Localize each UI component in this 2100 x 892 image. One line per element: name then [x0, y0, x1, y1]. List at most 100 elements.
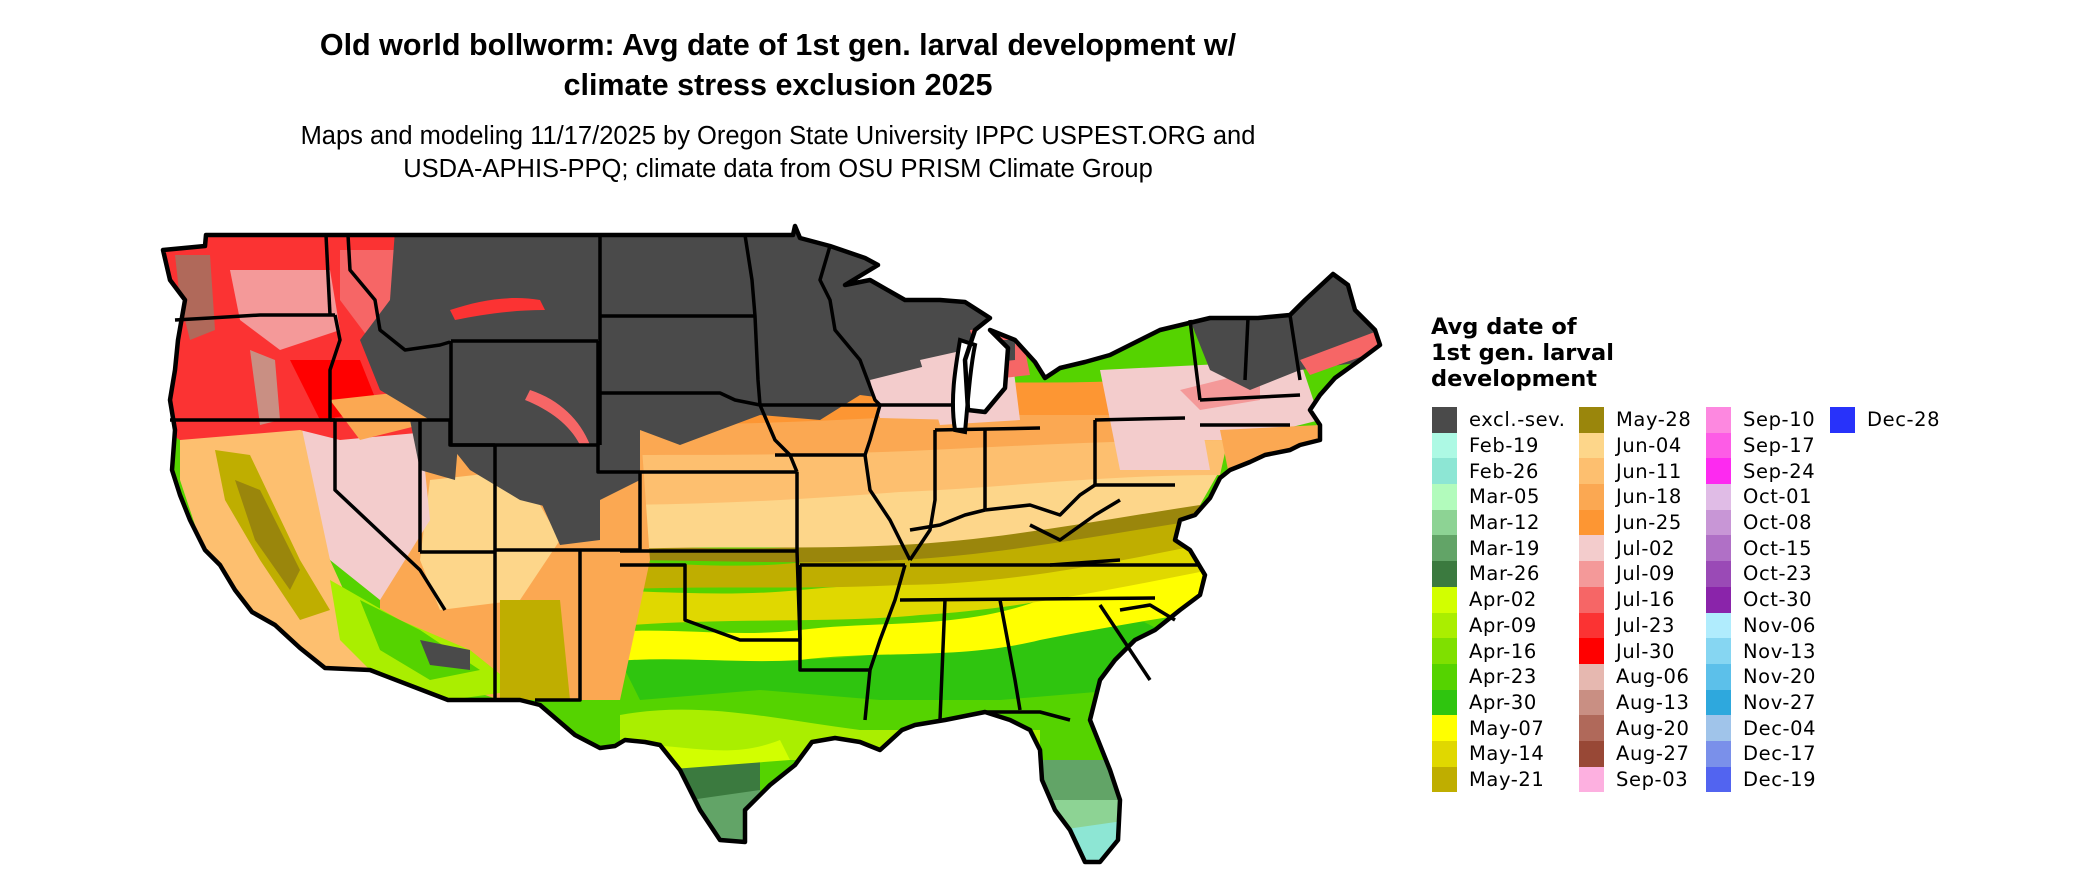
subtitle-line-1: Maps and modeling 11/17/2025 by Oregon S…: [300, 122, 1256, 150]
zone-apr02-texas: [640, 740, 790, 770]
border-nh-me: [1288, 314, 1302, 381]
title-line-1: Old world bollworm: Avg date of 1st gen.…: [319, 28, 1237, 62]
legend-label: Dec-28: [1867, 408, 1941, 432]
legend-swatch: [1432, 689, 1457, 716]
legend-swatch: [1579, 509, 1604, 536]
legend-label: Sep-17: [1743, 434, 1816, 458]
legend-label: Jun-18: [1616, 485, 1682, 509]
border-mo-il: [863, 454, 912, 561]
legend-item: Oct-23: [1706, 561, 1830, 587]
border-oh-mi: [934, 426, 1041, 432]
legend-label: Apr-02: [1469, 588, 1537, 612]
title-line-2: climate stress exclusion 2025: [563, 68, 993, 102]
border-nm-tx: [535, 550, 582, 702]
legend-item: Feb-26: [1432, 458, 1579, 485]
border-il-in: [908, 430, 937, 561]
lake-michigan: [950, 337, 978, 435]
zone-excl-utah: [410, 420, 460, 480]
legend-item: Jul-16: [1579, 586, 1706, 613]
border-or-id: [328, 314, 342, 420]
legend-swatch: [1706, 509, 1731, 536]
legend-swatch: [1579, 458, 1604, 485]
border-vt-nh: [1243, 317, 1250, 381]
legend-swatch: [1706, 689, 1731, 716]
zone-jun11-band: [560, 430, 1230, 505]
border-co-ne: [596, 445, 797, 474]
legend-label: Oct-23: [1743, 562, 1813, 586]
legend-item: Aug-20: [1579, 715, 1706, 741]
legend-swatch: [1579, 484, 1604, 510]
legend-swatch: [1706, 766, 1731, 793]
legend-label: Nov-06: [1743, 613, 1816, 637]
border-al-ga: [998, 599, 1022, 711]
legend-label: Mar-05: [1469, 485, 1540, 509]
legend-swatch: [1830, 407, 1855, 433]
legend-item: Sep-10: [1706, 407, 1830, 433]
legend-label: Aug-27: [1616, 742, 1690, 766]
legend-item: Aug-13: [1579, 689, 1706, 716]
legend-column: Dec-28: [1830, 407, 1940, 792]
legend-column: May-28 Jun-04 Jun-11 Jun-18 Jun-25 Jul-02 Jul-…: [1579, 407, 1706, 793]
legend-item: May-28: [1579, 407, 1706, 433]
map-subtitle: Maps and modeling 11/17/2025 by Oregon S…: [228, 120, 1328, 186]
legend-item: Dec-04: [1706, 715, 1830, 741]
legend-item: Dec-19: [1706, 766, 1830, 793]
legend-swatch: [1579, 740, 1604, 767]
legend-label: Nov-20: [1743, 665, 1816, 689]
legend-swatch: [1432, 484, 1457, 510]
legend-item: Sep-24: [1706, 458, 1830, 485]
zone-may14-band: [500, 540, 1210, 640]
legend-title: Avg date of 1st gen. larval development: [1431, 314, 1614, 392]
border-sd-ne: [600, 391, 761, 407]
legend-label: Oct-30: [1743, 588, 1813, 612]
legend-label: Jul-30: [1616, 639, 1675, 663]
border-ar-la: [798, 640, 870, 672]
legend-item: Feb-19: [1432, 432, 1579, 459]
legend-label: Feb-19: [1469, 434, 1539, 458]
zone-jun04-band: [500, 470, 1220, 552]
border-ia-il: [863, 404, 882, 456]
border-ok-panhandle: [620, 563, 800, 642]
legend-swatch: [1432, 561, 1457, 587]
legend-item: Apr-02: [1432, 586, 1579, 613]
legend-item: Jul-30: [1579, 638, 1706, 664]
legend-swatch: [1432, 407, 1457, 433]
border-mn-wi: [818, 245, 882, 407]
legend-label: Oct-15: [1743, 536, 1813, 560]
legend-swatch: [1432, 715, 1457, 741]
legend-swatch: [1706, 612, 1731, 639]
legend-label: May-28: [1616, 408, 1692, 432]
border-ga-sc: [1098, 604, 1152, 681]
border-wa-or: [174, 313, 335, 322]
border-tn-south: [899, 596, 1156, 602]
legend-label: excl.-sev.: [1469, 408, 1566, 432]
border-pa-ny: [1094, 416, 1186, 422]
legend-swatch: [1432, 766, 1457, 793]
border-ne-ia: [758, 404, 799, 473]
legend-swatch: [1432, 663, 1457, 690]
legend-item: Nov-27: [1706, 689, 1830, 716]
legend-swatch: [1706, 586, 1731, 613]
legend-item: May-07: [1432, 715, 1579, 741]
legend-item: Oct-30: [1706, 586, 1830, 613]
legend-swatch: [1432, 432, 1457, 459]
legend-label: May-07: [1469, 716, 1545, 740]
border-ar-ms: [863, 564, 907, 721]
border-ca-nv: [333, 420, 447, 611]
legend-swatch: [1579, 535, 1604, 562]
legend-item: Jul-02: [1579, 535, 1706, 562]
zone-west-jun04: [420, 470, 560, 610]
legend-item: Dec-17: [1706, 740, 1830, 767]
legend-label: Dec-19: [1743, 767, 1817, 791]
legend-swatch: [1579, 689, 1604, 716]
zone-pa-pink: [1110, 415, 1210, 470]
legend-swatch: [1579, 407, 1604, 433]
zone-ne-excl: [1190, 260, 1380, 390]
legend-label: Oct-08: [1743, 511, 1813, 535]
legend-item: Mar-19: [1432, 535, 1579, 562]
lake-superior-notch: [880, 270, 960, 300]
zone-may28-band: [500, 500, 1200, 565]
legend-swatch: [1432, 638, 1457, 664]
legend-label: May-14: [1469, 742, 1545, 766]
border-ga-fl: [985, 710, 1071, 722]
